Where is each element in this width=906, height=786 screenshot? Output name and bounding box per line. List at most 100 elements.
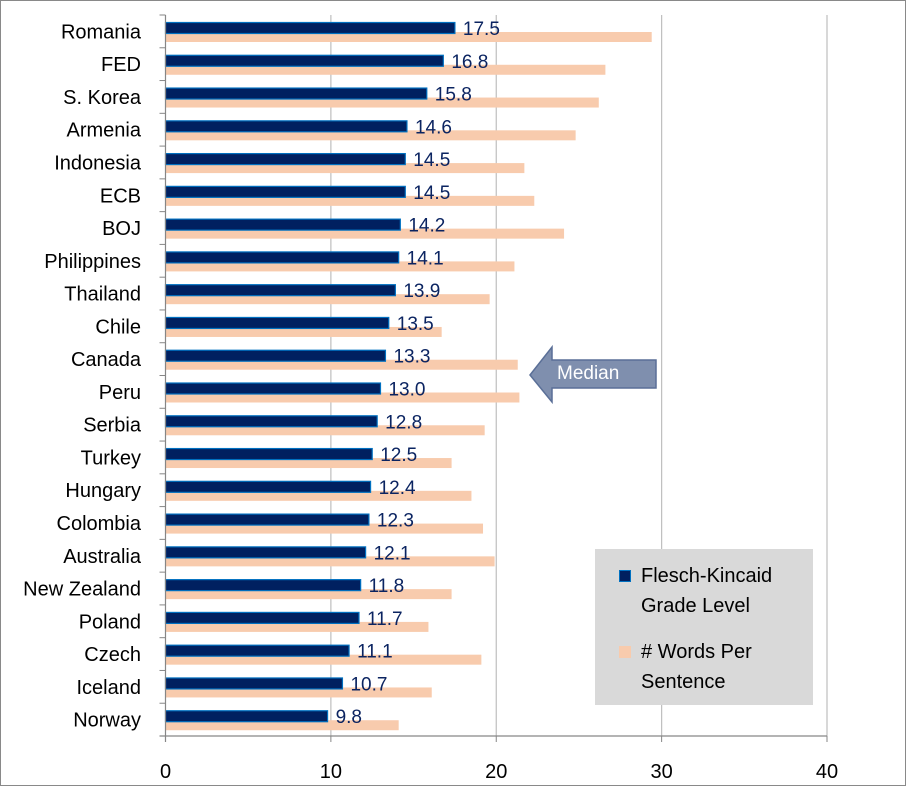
data-label-grade-level: 13.0 <box>388 380 425 401</box>
category-label: Chile <box>95 316 141 338</box>
bar-grade-level <box>164 611 360 625</box>
bar-words-per-sentence <box>165 228 565 239</box>
bar-words-per-sentence <box>165 654 482 665</box>
bar-grade-level <box>164 644 350 657</box>
bar-words-per-sentence <box>165 589 452 600</box>
data-label-grade-level: 12.3 <box>377 511 414 532</box>
category-label: BOJ <box>102 218 141 240</box>
legend-swatch-words <box>619 646 631 658</box>
bar-words-per-sentence <box>165 687 432 698</box>
data-label-grade-level: 12.1 <box>374 543 411 564</box>
category-label: New Zealand <box>23 579 141 601</box>
category-label: Norway <box>73 710 141 732</box>
category-label: Philippines <box>44 251 141 273</box>
bar-grade-level <box>164 251 400 264</box>
bar-words-per-sentence <box>165 621 429 632</box>
data-label-grade-level: 14.5 <box>413 183 450 204</box>
bar-words-per-sentence <box>165 130 576 141</box>
bar-grade-level <box>164 120 408 133</box>
bar-grade-level <box>164 579 362 592</box>
category-label: Canada <box>71 349 142 371</box>
category-label: Armenia <box>67 120 142 142</box>
bar-grade-level <box>164 710 329 723</box>
bar-grade-level <box>164 677 344 690</box>
category-label: Turkey <box>81 447 141 469</box>
data-label-grade-level: 13.5 <box>397 314 434 335</box>
category-label: Australia <box>63 546 142 568</box>
bar-words-per-sentence <box>165 163 525 174</box>
category-label: Poland <box>79 611 141 633</box>
bar-grade-level <box>164 415 378 428</box>
data-label-grade-level: 14.2 <box>408 216 445 237</box>
category-label: Romania <box>61 21 142 43</box>
data-label-grade-level: 12.8 <box>385 412 422 433</box>
category-label: FED <box>101 54 141 76</box>
data-label-grade-level: 13.3 <box>393 347 430 368</box>
median-annotation-label: Median <box>557 363 620 384</box>
category-label: Serbia <box>83 415 142 437</box>
bar-grade-level <box>164 54 444 67</box>
bar-grade-level <box>164 87 428 100</box>
category-label: Peru <box>99 382 141 404</box>
bar-words-per-sentence <box>165 359 518 370</box>
bar-words-per-sentence <box>165 32 652 42</box>
bar-grade-level <box>164 218 401 231</box>
data-label-grade-level: 14.5 <box>413 150 450 171</box>
legend-label-words: # Words Per Sentence <box>641 641 752 693</box>
category-label: Colombia <box>57 513 142 535</box>
x-tick-label: 30 <box>651 761 673 783</box>
data-label-grade-level: 15.8 <box>435 85 472 106</box>
bar-words-per-sentence <box>165 720 399 731</box>
bar-words-per-sentence <box>165 261 515 272</box>
category-label: Iceland <box>77 677 142 699</box>
category-label: Thailand <box>64 284 141 306</box>
data-label-grade-level: 11.7 <box>367 609 403 630</box>
bar-grade-level <box>164 546 367 559</box>
bar-words-per-sentence <box>165 556 495 567</box>
data-label-grade-level: 11.8 <box>369 576 405 597</box>
data-label-grade-level: 17.5 <box>463 19 500 40</box>
bar-words-per-sentence <box>165 64 606 75</box>
bar-grade-level <box>164 447 373 461</box>
legend: Flesch-Kincaid Grade Level # Words Per S… <box>595 549 813 705</box>
bar-words-per-sentence <box>165 294 490 305</box>
bar-grade-level <box>164 152 406 166</box>
x-tick-label: 20 <box>485 761 507 783</box>
category-label: Hungary <box>65 480 141 502</box>
x-tick-label: 10 <box>320 761 342 783</box>
bar-words-per-sentence <box>165 425 485 436</box>
bar-words-per-sentence <box>165 458 452 469</box>
data-label-grade-level: 14.6 <box>415 117 452 138</box>
data-label-grade-level: 10.7 <box>350 674 387 695</box>
bar-grade-level <box>164 284 396 297</box>
bar-words-per-sentence <box>165 97 599 108</box>
data-label-grade-level: 9.8 <box>336 707 362 728</box>
data-label-grade-level: 12.4 <box>379 478 416 499</box>
category-label: S. Korea <box>63 87 142 109</box>
data-label-grade-level: 13.9 <box>403 281 440 302</box>
data-label-grade-level: 16.8 <box>451 52 488 73</box>
data-label-grade-level: 14.1 <box>407 248 444 269</box>
bar-words-per-sentence <box>165 490 472 501</box>
median-arrow-icon <box>529 344 657 405</box>
data-label-grade-level: 11.1 <box>357 642 393 663</box>
bar-grade-level <box>164 480 372 493</box>
category-label: Indonesia <box>54 152 142 174</box>
bar-grade-level <box>164 21 456 35</box>
bar-words-per-sentence <box>165 195 535 206</box>
bar-words-per-sentence <box>165 523 484 534</box>
bar-words-per-sentence <box>165 392 520 403</box>
bar-grade-level <box>164 382 382 395</box>
category-label: ECB <box>100 185 141 207</box>
data-label-grade-level: 12.5 <box>380 445 417 466</box>
x-tick-label: 40 <box>816 761 838 783</box>
bar-words-per-sentence <box>165 326 442 337</box>
legend-label-grade-level: Flesch-Kincaid Grade Level <box>641 565 773 617</box>
category-label: Czech <box>84 644 141 666</box>
legend-swatch-grade-level <box>619 570 631 582</box>
bar-grade-level <box>164 316 390 330</box>
bar-grade-level <box>164 185 406 198</box>
x-tick-label: 0 <box>160 761 171 783</box>
